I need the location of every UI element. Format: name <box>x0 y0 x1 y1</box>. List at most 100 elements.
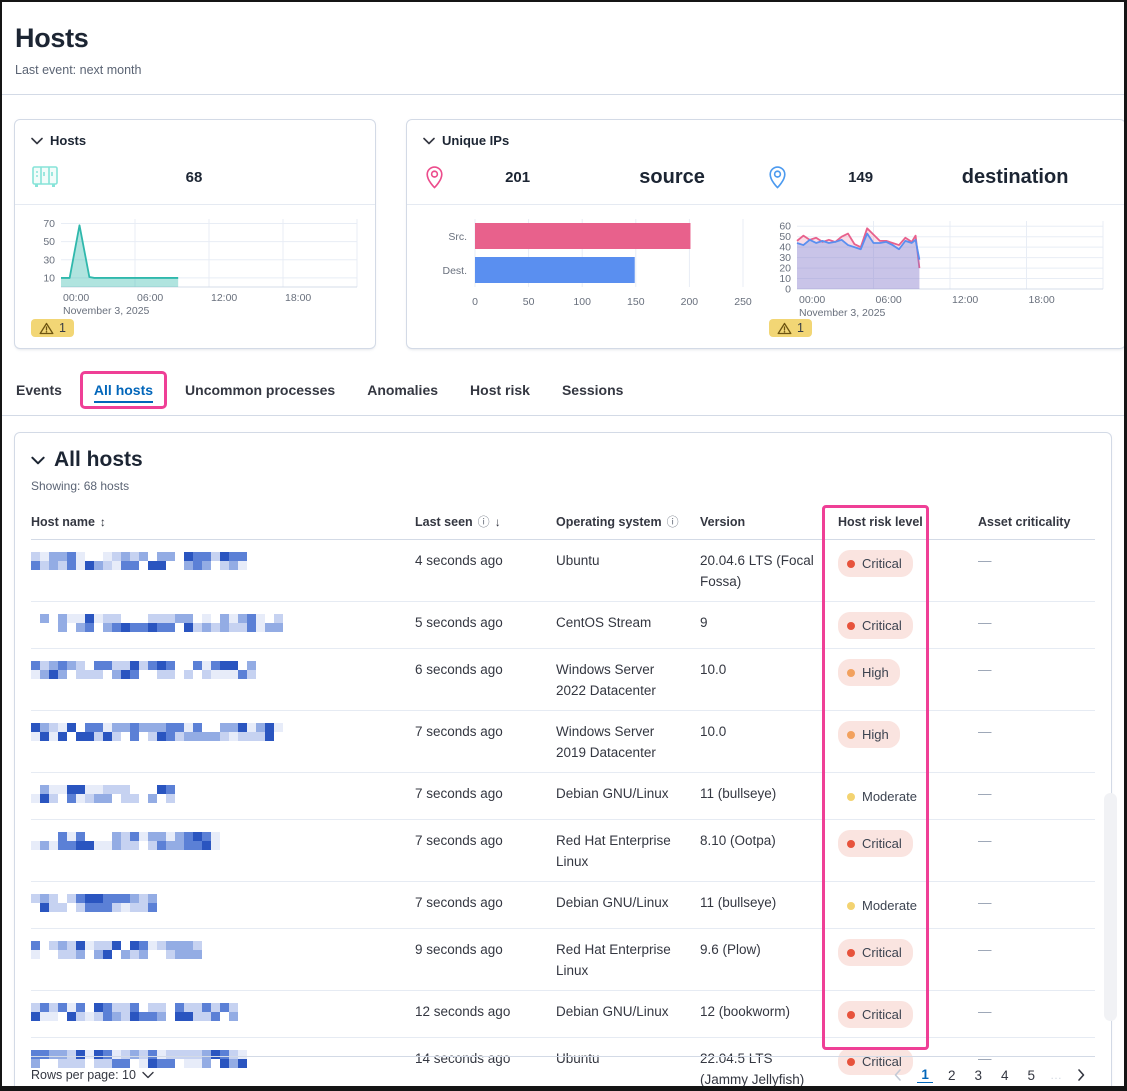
warning-badge[interactable]: 1 <box>31 319 74 337</box>
svg-text:30: 30 <box>43 254 55 266</box>
svg-text:60: 60 <box>779 221 791 233</box>
tab-events[interactable]: Events <box>16 382 62 398</box>
unique-ips-charts: 0 50 100 150 200 250 Src. Dest. 0 10 20 30 40 50 60 00… <box>423 215 1109 319</box>
asset-criticality-value: — <box>978 615 992 630</box>
info-icon[interactable]: ⓘ <box>666 515 679 529</box>
rows-per-page-button[interactable]: Rows per page: 10 <box>31 1068 154 1082</box>
host-risk-level-cell: Moderate <box>838 882 978 928</box>
all-hosts-heading[interactable]: All hosts <box>31 448 1095 472</box>
unique-ips-kpi-panel: Unique IPs 20 1 source 149 <box>406 119 1124 349</box>
sort-both-icon[interactable]: ↕ <box>99 514 106 529</box>
risk-label: Critical <box>862 1007 902 1022</box>
unique-ips-bar-chart: 0 50 100 150 200 250 Src. Dest. <box>442 219 752 308</box>
operating-system-cell: Red Hat Enterprise Linux <box>556 942 671 978</box>
risk-badge: Critical <box>838 612 913 639</box>
chevron-left-icon[interactable] <box>890 1067 906 1083</box>
chevron-right-icon[interactable] <box>1073 1067 1089 1083</box>
svg-text:12:00: 12:00 <box>211 292 237 304</box>
destination-ip-count: 149 <box>848 168 874 186</box>
table-body: 4 seconds ago Ubuntu 20.04.6 LTS (Focal Fo… <box>31 540 1095 1086</box>
page-number-1[interactable]: 1 <box>917 1067 933 1083</box>
page-number-3[interactable]: 3 <box>974 1067 982 1083</box>
version-cell: 9 <box>700 615 708 630</box>
risk-badge: Critical <box>838 1048 913 1075</box>
host-name-cell <box>31 820 415 881</box>
hosts-kpi-title: Hosts <box>50 133 87 148</box>
svg-text:50: 50 <box>523 296 535 308</box>
unique-ips-header[interactable]: Unique IPs <box>423 133 1109 148</box>
svg-text:November 3, 2025: November 3, 2025 <box>63 305 150 317</box>
hosts-kpi-header[interactable]: Hosts <box>31 133 359 148</box>
asset-criticality-value: — <box>978 786 992 801</box>
redacted-host-name[interactable] <box>31 723 391 741</box>
svg-text:20: 20 <box>779 263 791 275</box>
column-label: Host risk level <box>838 514 923 529</box>
source-label: source <box>639 165 705 188</box>
risk-badge: Moderate <box>838 892 928 919</box>
host-risk-level-cell: Critical <box>838 820 978 881</box>
svg-text:November 3, 2025: November 3, 2025 <box>799 307 886 319</box>
kpi-row: Hosts 68 10 30 50 70 00:00 06:00 12:00 <box>2 119 1124 349</box>
scrollbar[interactable] <box>1104 793 1117 1021</box>
column-header-last-seen[interactable]: Last seen ⓘ ↓ <box>415 513 556 530</box>
redacted-host-name[interactable] <box>31 552 391 570</box>
last-seen-cell: 12 seconds ago <box>415 1004 511 1019</box>
svg-text:10: 10 <box>779 273 791 285</box>
column-label: Asset criticality <box>978 514 1071 529</box>
asset-criticality-cell: — <box>978 540 1095 601</box>
asset-criticality-value: — <box>978 1051 992 1066</box>
page-number-2[interactable]: 2 <box>947 1067 956 1083</box>
redacted-host-name[interactable] <box>31 894 391 912</box>
redacted-host-name[interactable] <box>31 785 391 803</box>
warning-count: 1 <box>797 321 804 335</box>
version-cell: 11 (bullseye) <box>700 786 777 801</box>
page-number-5[interactable]: 5 <box>1027 1067 1035 1083</box>
operating-system-cell: Ubuntu <box>556 553 600 568</box>
page-number-4[interactable]: 4 <box>1000 1067 1009 1083</box>
operating-system-cell: Debian GNU/Linux <box>556 895 669 910</box>
destination-stat: 149 destination <box>766 161 1109 193</box>
asset-criticality-value: — <box>978 833 992 848</box>
alert-triangle-icon <box>777 322 792 334</box>
version-cell: 9.6 (Plow) <box>700 942 761 957</box>
last-seen-cell: 4 seconds ago <box>415 553 503 568</box>
all-hosts-panel: All hosts Showing: 68 hosts Host name ↕ … <box>14 432 1112 1086</box>
svg-text:Dest.: Dest. <box>442 265 467 277</box>
column-header-host-name[interactable]: Host name ↕ <box>31 513 415 530</box>
table-row: 12 seconds ago Debian GNU/Linux 12 (bookwo… <box>31 991 1095 1038</box>
info-icon[interactable]: ⓘ <box>477 515 490 529</box>
last-seen-cell: 9 seconds ago <box>415 942 503 957</box>
svg-text:Src.: Src. <box>448 231 467 243</box>
host-risk-level-cell: High <box>838 649 978 710</box>
redacted-host-name[interactable] <box>31 614 391 632</box>
risk-badge: Moderate <box>838 783 928 810</box>
svg-text:06:00: 06:00 <box>876 294 902 306</box>
host-name-cell <box>31 540 415 601</box>
host-risk-level-cell: Critical <box>838 991 978 1037</box>
column-header-operating-system[interactable]: Operating system ⓘ <box>556 513 700 530</box>
tab-host-risk[interactable]: Host risk <box>470 382 530 398</box>
asset-criticality-value: — <box>978 724 992 739</box>
redacted-host-name[interactable] <box>31 1003 391 1021</box>
redacted-host-name[interactable] <box>31 832 391 850</box>
tab-anomalies[interactable]: Anomalies <box>367 382 439 398</box>
tab-all-hosts[interactable]: All hosts <box>93 382 154 403</box>
svg-text:40: 40 <box>779 242 791 254</box>
sort-desc-icon[interactable]: ↓ <box>494 514 501 529</box>
chevron-down-icon <box>142 1071 154 1079</box>
redacted-host-name[interactable] <box>31 1050 391 1068</box>
tab-sessions[interactable]: Sessions <box>561 382 624 398</box>
risk-dot-icon <box>847 901 855 910</box>
chevron-down-icon <box>31 456 45 464</box>
rows-per-page-label: Rows per page: 10 <box>31 1068 136 1082</box>
table-row: 7 seconds ago Windows Server 2019 Datacen… <box>31 711 1095 773</box>
warning-badge[interactable]: 1 <box>769 319 812 337</box>
tab-uncommon-processes[interactable]: Uncommon processes <box>185 382 336 398</box>
asset-criticality-cell: — <box>978 1038 1095 1086</box>
redacted-host-name[interactable] <box>31 941 391 959</box>
asset-criticality-cell: — <box>978 820 1095 881</box>
asset-criticality-value: — <box>978 553 992 568</box>
redacted-host-name[interactable] <box>31 661 391 679</box>
hosts-stat-row: 68 <box>31 161 359 193</box>
